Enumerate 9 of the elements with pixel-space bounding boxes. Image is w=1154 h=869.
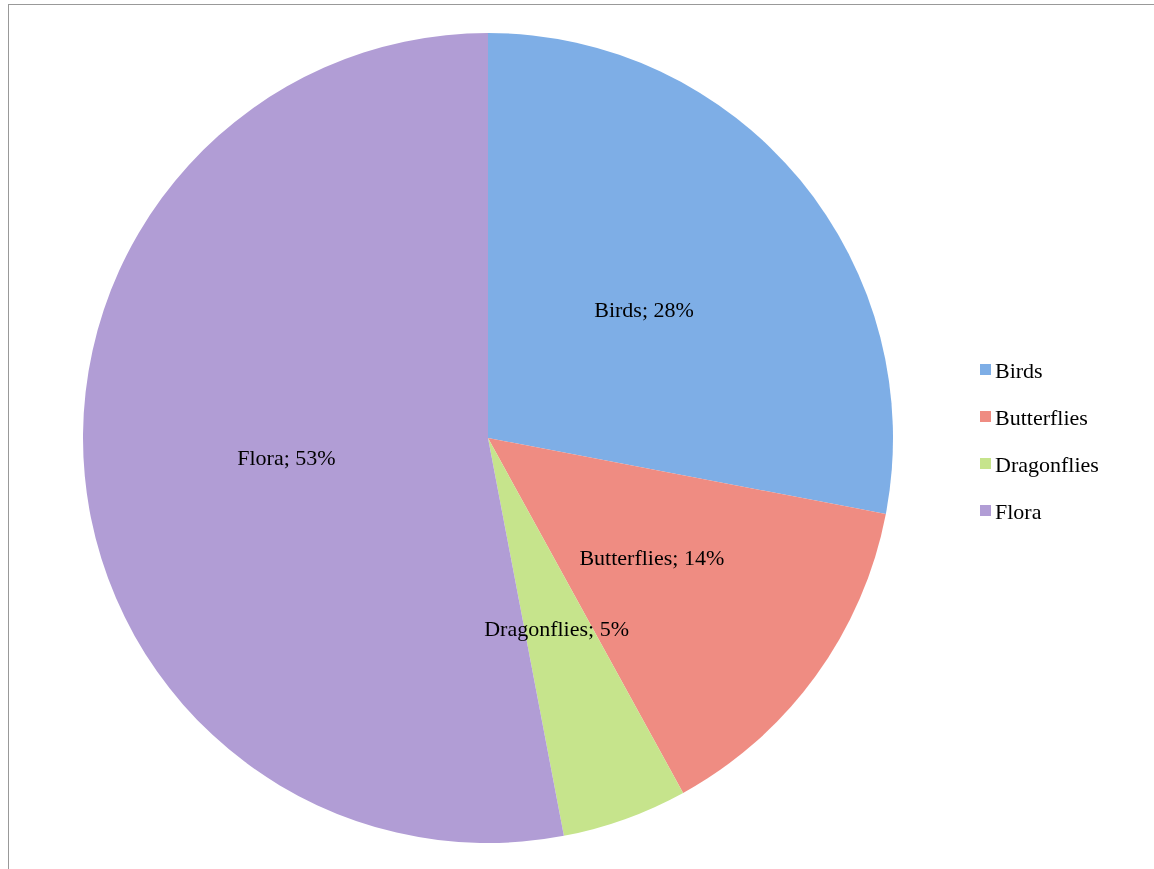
legend-label: Dragonflies [995, 451, 1099, 477]
data-label: Dragonflies; 5% [484, 616, 629, 642]
data-label: Flora; 53% [237, 444, 336, 470]
pie-slice [488, 33, 893, 514]
data-label: Birds; 28% [594, 296, 694, 322]
legend-label: Birds [995, 357, 1043, 383]
legend-label: Flora [995, 498, 1042, 524]
legend-label: Butterflies [995, 404, 1088, 430]
data-label: Butterflies; 14% [579, 544, 725, 570]
